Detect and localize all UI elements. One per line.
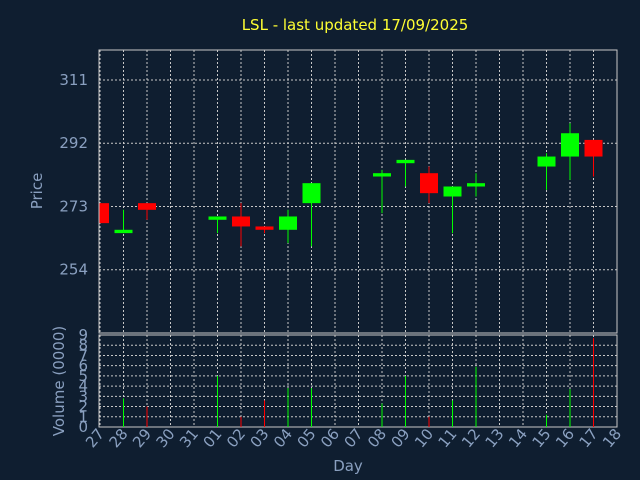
price-axis-label: Price (28, 173, 46, 210)
volume-tick-label: 3 (78, 387, 88, 405)
price-tick-label: 273 (59, 197, 88, 215)
candle-body (584, 139, 603, 157)
price-tick-labels: 254 273 292 311 (59, 71, 88, 279)
volume-panel-frame (98, 334, 618, 428)
price-panel-frame (98, 49, 618, 334)
volume-bars (123, 338, 594, 427)
volume-tick-label: 7 (78, 346, 88, 364)
volume-tick-label: 9 (78, 326, 88, 344)
x-axis-label: Day (333, 457, 363, 475)
candle-body (467, 183, 485, 187)
candle-body (279, 216, 297, 230)
volume-tick-label: 6 (78, 357, 88, 375)
price-tick-label: 254 (59, 261, 88, 279)
candle-body (561, 133, 579, 157)
chart-title: LSL - last updated 17/09/2025 (242, 16, 469, 34)
volume-tick-label: 8 (78, 336, 88, 354)
candle-body (396, 159, 415, 164)
candle-body (537, 156, 556, 167)
candle-body (114, 229, 133, 234)
price-tick-label: 292 (59, 134, 88, 152)
candles (99, 123, 603, 247)
candle-body (420, 173, 438, 194)
candle-body (373, 173, 391, 177)
volume-tick-label: 4 (78, 377, 88, 395)
volume-tick-label: 5 (78, 367, 88, 385)
candle-body (208, 216, 227, 220)
candle-body (443, 186, 462, 197)
volume-tick-label: 2 (78, 398, 88, 416)
candle-body (100, 203, 109, 224)
candle-body (232, 216, 250, 227)
candle-body (302, 183, 321, 204)
price-tick-label: 311 (59, 71, 88, 89)
candle-body (138, 203, 156, 210)
candle-body (255, 226, 274, 230)
volume-axis-label: Volume (0000) (50, 326, 68, 436)
volume-tick-label: 0 (78, 418, 88, 436)
volume-tick-label: 1 (78, 408, 88, 426)
x-tick-labels: 2728293031010203040506070809101112131415… (82, 425, 625, 451)
